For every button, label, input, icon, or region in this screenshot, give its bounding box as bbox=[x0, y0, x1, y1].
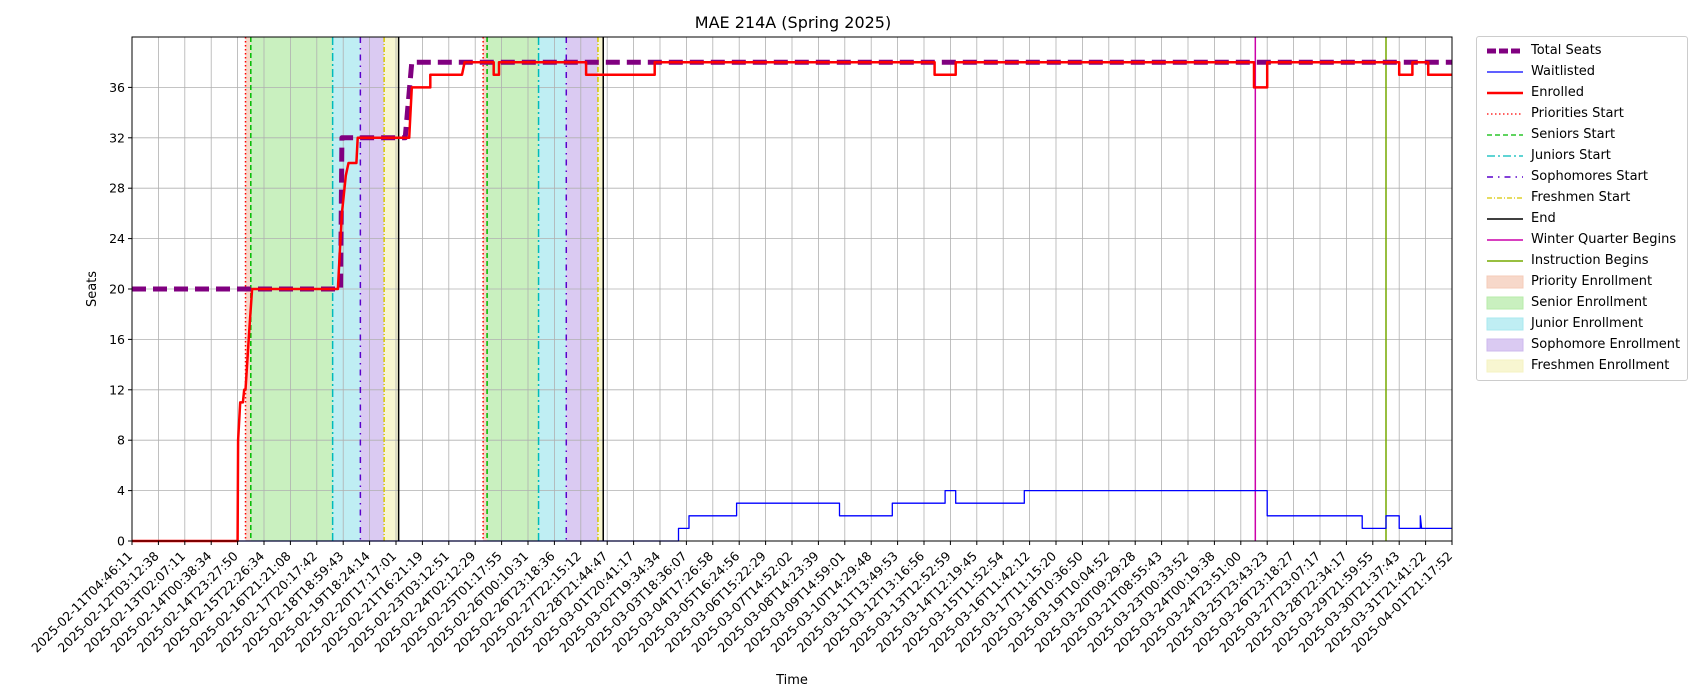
legend-swatch bbox=[1487, 217, 1523, 220]
y-tick-label: 16 bbox=[109, 332, 125, 347]
legend-item: Sophomore Enrollment bbox=[1477, 334, 1687, 355]
legend-item: Enrolled bbox=[1477, 82, 1687, 103]
legend-label: Total Seats bbox=[1531, 43, 1602, 58]
legend-swatch bbox=[1487, 112, 1523, 115]
legend-item: End bbox=[1477, 208, 1687, 229]
legend-label: Seniors Start bbox=[1531, 127, 1616, 142]
legend-label: Instruction Begins bbox=[1531, 253, 1649, 268]
y-axis-ticks: 0 4 8 12 16 20 24 28 32 36 bbox=[109, 80, 132, 549]
legend-item: Waitlisted bbox=[1477, 61, 1687, 82]
legend-label: Senior Enrollment bbox=[1531, 295, 1648, 310]
waitlisted-series bbox=[132, 489, 1452, 542]
y-tick-label: 36 bbox=[109, 80, 125, 95]
legend-item: Senior Enrollment bbox=[1477, 292, 1687, 313]
legend-item: Juniors Start bbox=[1477, 145, 1687, 166]
legend-label: Priorities Start bbox=[1531, 106, 1624, 121]
legend-label: Freshmen Start bbox=[1531, 190, 1631, 205]
enrolled-series bbox=[132, 60, 1452, 543]
legend-item: Freshmen Start bbox=[1477, 187, 1687, 208]
y-tick-label: 8 bbox=[117, 433, 125, 448]
y-axis-label: Seats bbox=[85, 271, 100, 307]
legend-swatch bbox=[1486, 338, 1524, 351]
legend-label: Winter Quarter Begins bbox=[1531, 232, 1677, 247]
legend-label: Waitlisted bbox=[1531, 64, 1596, 79]
legend-item: Total Seats bbox=[1477, 40, 1687, 61]
legend-item: Junior Enrollment bbox=[1477, 313, 1687, 334]
chart-legend: Total Seats Waitlisted Enrolled Priorities … bbox=[1476, 36, 1688, 381]
y-tick-label: 28 bbox=[109, 181, 125, 196]
legend-label: End bbox=[1531, 211, 1556, 226]
legend-item: Winter Quarter Begins bbox=[1477, 229, 1687, 250]
legend-swatch bbox=[1487, 196, 1523, 199]
y-tick-label: 20 bbox=[109, 282, 125, 297]
legend-item: Seniors Start bbox=[1477, 124, 1687, 145]
legend-item: Priority Enrollment bbox=[1477, 271, 1687, 292]
legend-swatch bbox=[1486, 275, 1524, 288]
y-tick-label: 32 bbox=[109, 130, 125, 145]
legend-label: Juniors Start bbox=[1531, 148, 1611, 163]
y-tick-label: 24 bbox=[109, 231, 125, 246]
legend-swatch bbox=[1486, 359, 1524, 372]
legend-label: Priority Enrollment bbox=[1531, 274, 1653, 289]
y-tick-label: 4 bbox=[117, 483, 125, 498]
legend-label: Freshmen Enrollment bbox=[1531, 358, 1670, 373]
total-seats-series bbox=[132, 59, 1452, 292]
event-markers bbox=[244, 37, 1387, 541]
legend-swatch bbox=[1487, 48, 1523, 53]
x-axis-ticks: 2025-02-11T04:46:112025-02-12T03:12:3820… bbox=[28, 541, 1455, 655]
legend-swatch bbox=[1487, 70, 1523, 73]
x-axis-label: Time bbox=[775, 673, 808, 688]
legend-label: Enrolled bbox=[1531, 85, 1584, 100]
legend-swatch bbox=[1487, 259, 1523, 262]
chart-title: MAE 214A (Spring 2025) bbox=[695, 13, 891, 32]
legend-label: Sophomore Enrollment bbox=[1531, 337, 1681, 352]
legend-swatch bbox=[1487, 133, 1523, 136]
legend-swatch bbox=[1487, 238, 1523, 241]
legend-swatch bbox=[1486, 317, 1524, 330]
legend-swatch bbox=[1486, 296, 1524, 309]
legend-swatch bbox=[1487, 175, 1523, 178]
grid-lines bbox=[131, 37, 1453, 542]
legend-item: Priorities Start bbox=[1477, 103, 1687, 124]
legend-label: Junior Enrollment bbox=[1531, 316, 1644, 331]
y-tick-label: 0 bbox=[117, 534, 125, 549]
legend-item: Instruction Begins bbox=[1477, 250, 1687, 271]
legend-swatch bbox=[1487, 91, 1523, 94]
legend-item: Freshmen Enrollment bbox=[1477, 355, 1687, 376]
legend-label: Sophomores Start bbox=[1531, 169, 1648, 184]
legend-swatch bbox=[1487, 154, 1523, 157]
legend-item: Sophomores Start bbox=[1477, 166, 1687, 187]
y-tick-label: 12 bbox=[109, 382, 125, 397]
data-series bbox=[132, 59, 1452, 543]
